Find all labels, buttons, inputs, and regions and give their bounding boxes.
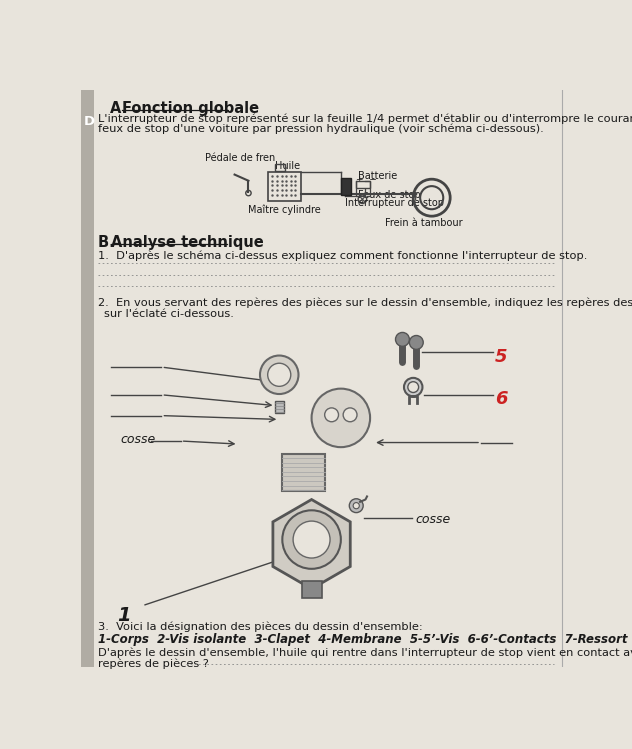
Text: B.: B. — [97, 234, 119, 249]
Text: Frein à tambour: Frein à tambour — [385, 218, 463, 228]
Circle shape — [293, 521, 330, 558]
Text: 3.  Voici la désignation des pièces du dessin d'ensemble:: 3. Voici la désignation des pièces du de… — [97, 621, 422, 631]
Text: L'interrupteur de stop représenté sur la feuille 1/4 permet d'établir ou d'inter: L'interrupteur de stop représenté sur la… — [97, 114, 632, 124]
Text: sur l'éclaté ci-dessous.: sur l'éclaté ci-dessous. — [104, 309, 234, 318]
Circle shape — [312, 389, 370, 447]
Bar — [283, 454, 325, 491]
Text: Fonction globale: Fonction globale — [122, 100, 259, 115]
Text: +  −: + − — [356, 175, 377, 184]
Circle shape — [283, 510, 341, 568]
Circle shape — [325, 408, 339, 422]
Circle shape — [396, 333, 410, 346]
Bar — [275, 401, 284, 413]
Text: Analyse technique: Analyse technique — [111, 234, 264, 249]
Circle shape — [260, 356, 298, 394]
FancyBboxPatch shape — [81, 90, 568, 667]
Circle shape — [343, 408, 357, 422]
Bar — [356, 181, 370, 188]
Text: D: D — [83, 115, 95, 127]
Circle shape — [268, 363, 291, 386]
Text: cosse: cosse — [415, 513, 451, 527]
Circle shape — [410, 336, 423, 349]
Text: repères de pièces ?: repères de pièces ? — [97, 658, 209, 669]
FancyBboxPatch shape — [81, 90, 94, 667]
Text: D'après le dessin d'ensemble, l'huile qui rentre dans l'interrupteur de stop vie: D'après le dessin d'ensemble, l'huile qu… — [97, 647, 632, 658]
Text: A.: A. — [110, 100, 132, 115]
Text: 5: 5 — [495, 348, 507, 366]
Text: Interrupteur de stop: Interrupteur de stop — [344, 198, 444, 207]
Text: 1.  D'après le schéma ci-dessus expliquez comment fonctionne l'interrupteur de s: 1. D'après le schéma ci-dessus expliquez… — [97, 250, 587, 261]
Circle shape — [353, 503, 360, 509]
Text: Pédale de fren: Pédale de fren — [205, 153, 276, 163]
Bar — [341, 178, 351, 195]
Text: 1-Corps  2-Vis isolante  3-Clapet  4-Membrane  5-5’-Vis  6-6’-Contacts  7-Ressor: 1-Corps 2-Vis isolante 3-Clapet 4-Membra… — [97, 634, 632, 646]
Text: feux de stop d'une voiture par pression hydraulique (voir schéma ci-dessous).: feux de stop d'une voiture par pression … — [97, 124, 544, 134]
Text: 6: 6 — [495, 390, 507, 408]
Text: Feux de stop: Feux de stop — [358, 190, 420, 200]
Circle shape — [408, 382, 418, 392]
Bar — [269, 172, 301, 201]
Text: 2.  En vous servant des repères des pièces sur le dessin d'ensemble, indiquez le: 2. En vous servant des repères des pièce… — [97, 298, 632, 309]
Bar — [275, 164, 286, 172]
Text: cosse: cosse — [121, 434, 156, 446]
Text: Huile: Huile — [275, 161, 300, 171]
Circle shape — [349, 499, 363, 512]
Circle shape — [404, 377, 422, 396]
Text: Batterie: Batterie — [358, 171, 397, 181]
Polygon shape — [273, 500, 350, 589]
Text: 1: 1 — [118, 606, 131, 625]
Bar — [301, 581, 322, 598]
Text: Maître cylindre: Maître cylindre — [248, 204, 321, 215]
